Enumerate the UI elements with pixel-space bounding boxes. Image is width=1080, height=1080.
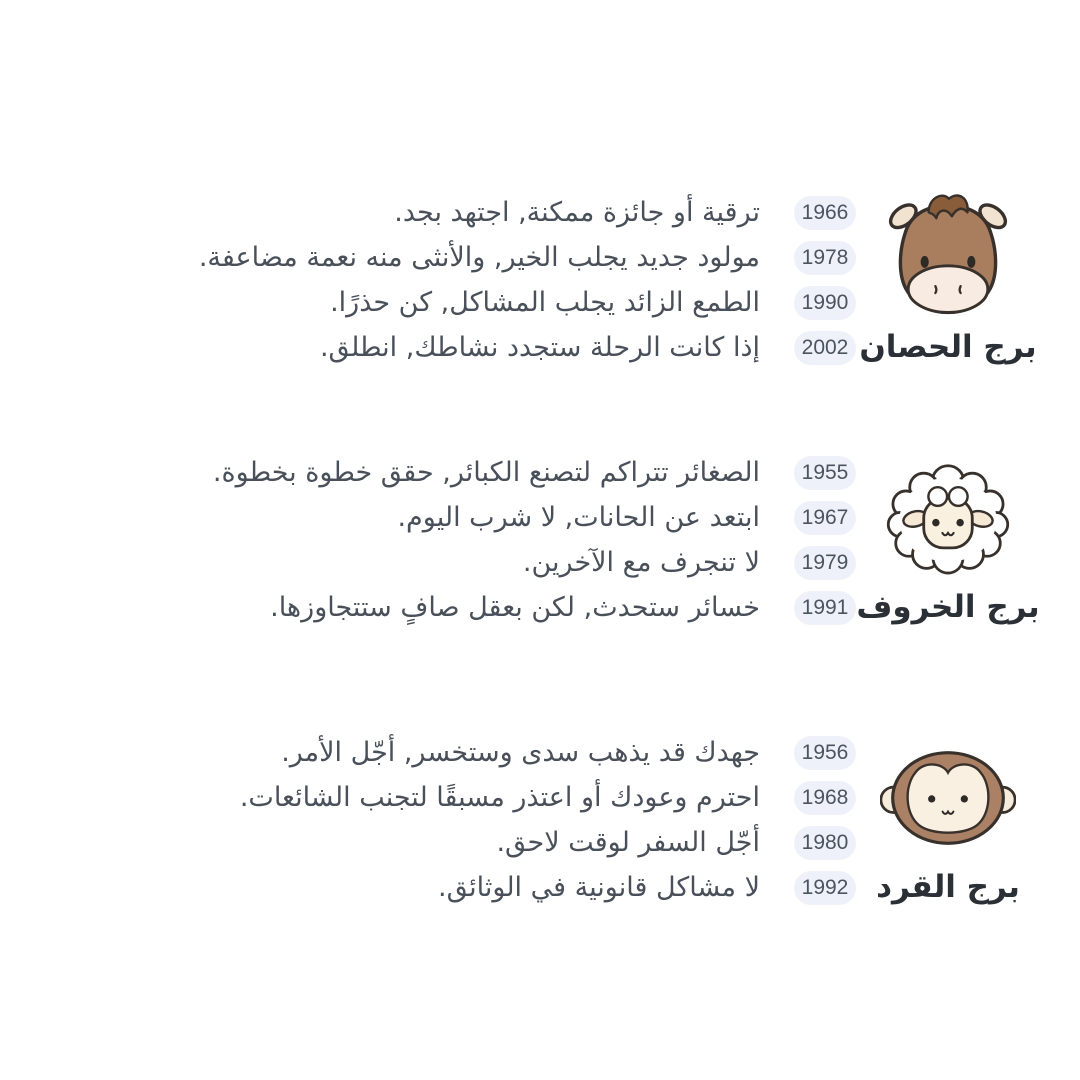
year-badge: 1978 <box>794 240 856 275</box>
year-badge: 1966 <box>794 195 856 230</box>
fortune-line: لا تنجرف مع الآخرين. <box>522 547 760 578</box>
year-badge: 1979 <box>794 545 856 580</box>
fortune-line: الطمع الزائد يجلب المشاكل, كن حذرًا. <box>330 287 760 318</box>
zodiac-section-monkey: برج القرد 1956 1968 1980 1992 جهدك قد يذ… <box>0 730 1080 910</box>
zodiac-icon-column: برج الحصان <box>859 190 1037 370</box>
fortune-line: إذا كانت الرحلة ستجدد نشاطك, انطلق. <box>319 332 760 363</box>
zodiac-title: برج الحصان <box>859 329 1037 365</box>
year-badge: 1992 <box>794 870 856 905</box>
monkey-icon <box>880 730 1016 865</box>
fortune-column: ترقية أو جائزة ممكنة, اجتهد بجد. مولود ج… <box>0 190 786 370</box>
fortune-line: خسائر ستحدث, لكن بعقل صافٍ ستتجاوزها. <box>270 592 760 623</box>
sheep-icon <box>878 450 1018 585</box>
year-badge: 2002 <box>794 330 856 365</box>
fortune-line: ابتعد عن الحانات, لا شرب اليوم. <box>397 502 760 533</box>
horse-icon <box>879 190 1017 325</box>
fortune-line: جهدك قد يذهب سدى وستخسر, أجّل الأمر. <box>281 737 760 768</box>
zodiac-title: برج الخروف <box>856 589 1040 625</box>
zodiac-icon-column: برج الخروف <box>856 450 1040 630</box>
fortune-line: ترقية أو جائزة ممكنة, اجتهد بجد. <box>394 197 760 228</box>
year-column: 1955 1967 1979 1991 <box>786 450 864 630</box>
fortune-column: الصغائر تتراكم لتصنع الكبائر, حقق خطوة ب… <box>0 450 786 630</box>
year-badge: 1980 <box>794 825 856 860</box>
year-badge: 1991 <box>794 590 856 625</box>
year-badge: 1956 <box>794 735 856 770</box>
year-badge: 1967 <box>794 500 856 535</box>
fortune-line: الصغائر تتراكم لتصنع الكبائر, حقق خطوة ب… <box>212 457 760 488</box>
zodiac-icon-column: برج القرد <box>864 730 1032 910</box>
year-column: 1966 1978 1990 2002 <box>786 190 864 370</box>
fortune-line: أجّل السفر لوقت لاحق. <box>496 827 760 858</box>
zodiac-title: برج القرد <box>876 869 1020 905</box>
year-badge: 1990 <box>794 285 856 320</box>
fortune-line: مولود جديد يجلب الخير, والأنثى منه نعمة … <box>198 242 760 273</box>
zodiac-section-sheep: برج الخروف 1955 1967 1979 1991 الصغائر ت… <box>0 450 1080 630</box>
fortune-line: احترم وعودك أو اعتذر مسبقًا لتجنب الشائع… <box>239 782 760 813</box>
zodiac-section-horse: برج الحصان 1966 1978 1990 2002 ترقية أو … <box>0 190 1080 370</box>
fortune-line: لا مشاكل قانونية في الوثائق. <box>438 872 760 903</box>
year-column: 1956 1968 1980 1992 <box>786 730 864 910</box>
year-badge: 1955 <box>794 455 856 490</box>
fortune-column: جهدك قد يذهب سدى وستخسر, أجّل الأمر. احت… <box>0 730 786 910</box>
year-badge: 1968 <box>794 780 856 815</box>
